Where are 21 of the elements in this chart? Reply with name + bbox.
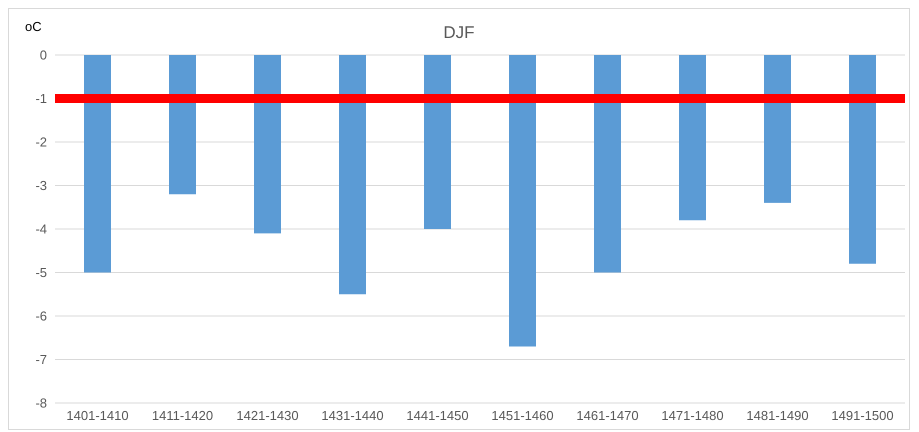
x-tick-label: 1491-1500 xyxy=(831,408,894,424)
x-tick-label: 1481-1490 xyxy=(746,408,809,424)
y-tick-label: -5 xyxy=(35,265,47,280)
x-tick-label: 1451-1460 xyxy=(491,408,554,424)
x-tick-label: 1431-1440 xyxy=(321,408,384,424)
chart-title: DJF xyxy=(443,23,475,42)
x-tick-label: 1471-1480 xyxy=(661,408,724,424)
y-tick-label: -8 xyxy=(35,396,47,411)
x-tick-label: 1441-1450 xyxy=(406,408,469,424)
y-axis-title: oC xyxy=(25,19,42,34)
y-tick-label: -3 xyxy=(35,178,47,194)
y-tick-label: -7 xyxy=(35,352,47,368)
x-tick-label: 1401-1410 xyxy=(66,408,129,424)
x-tick-label: 1411-1420 xyxy=(152,408,214,424)
y-tick-label: -1 xyxy=(35,91,47,106)
y-tick-label: -4 xyxy=(35,222,47,237)
y-tick-label: -2 xyxy=(35,134,47,150)
y-tick-label: -6 xyxy=(35,308,47,324)
x-tick-label: 1461-1470 xyxy=(576,408,639,424)
y-tick-label: 0 xyxy=(40,48,47,63)
x-tick-label: 1421-1430 xyxy=(236,408,299,424)
